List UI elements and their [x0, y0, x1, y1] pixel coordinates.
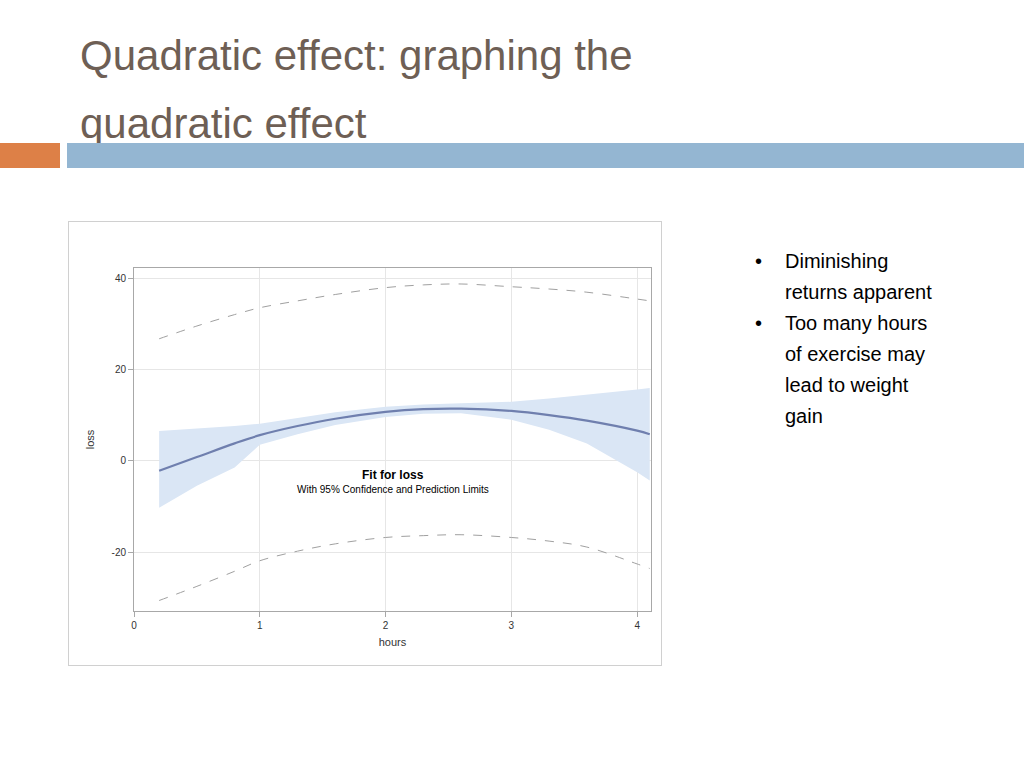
svg-text:4: 4: [634, 620, 640, 631]
html-text:Diminishing returns apparent: Diminishing returns apparent: [785, 250, 932, 303]
svg-text:-20: -20: [112, 547, 127, 558]
svg-text:3: 3: [509, 620, 515, 631]
svg-text:With 95% Confidence and Predic: With 95% Confidence and Prediction Limit…: [297, 484, 489, 495]
svg-text:hours: hours: [379, 636, 407, 648]
svg-text:loss: loss: [84, 429, 96, 449]
html-text:Too many hours of exercise may: Too many hours of exercise may lead to w…: [785, 312, 928, 427]
svg-text:Fit for loss: Fit for loss: [362, 468, 424, 482]
svg-text:40: 40: [115, 273, 127, 284]
svg-text:1: 1: [257, 620, 263, 631]
svg-text:2: 2: [383, 620, 389, 631]
svg-text:0: 0: [131, 620, 137, 631]
svg-text:0: 0: [120, 455, 126, 466]
svg-text:20: 20: [115, 364, 127, 375]
html-text:Quadratic effect: graphing the: Quadratic effect: graphing the quadratic…: [80, 32, 633, 147]
